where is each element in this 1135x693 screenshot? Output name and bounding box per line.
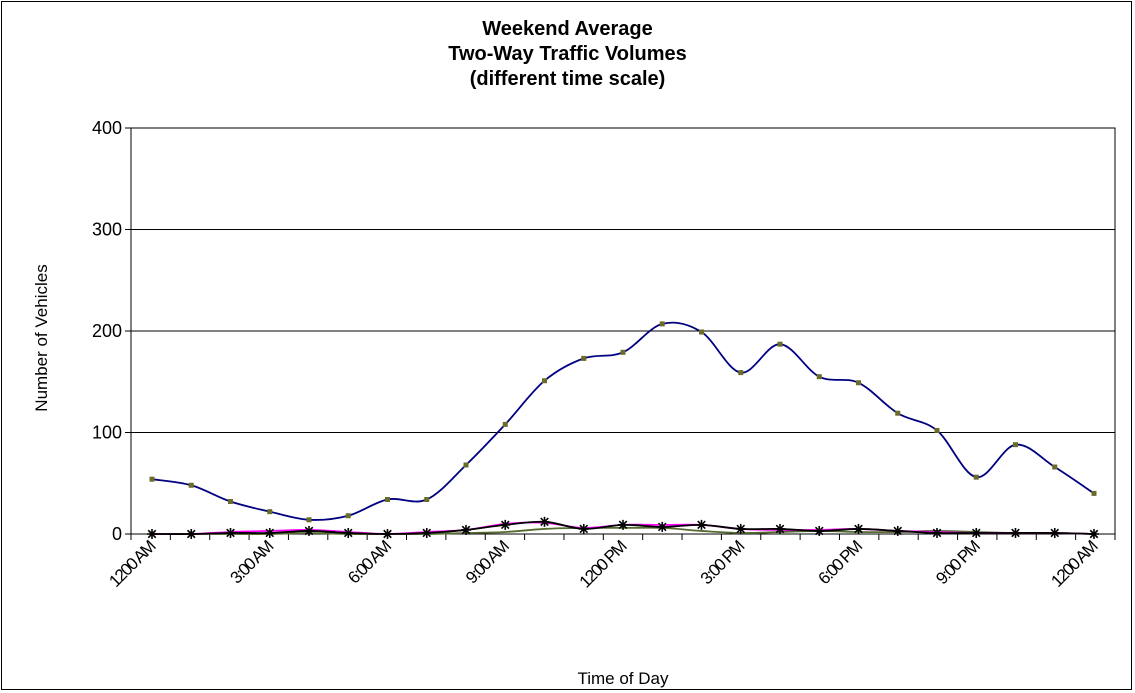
data-point — [502, 421, 508, 427]
data-point-star — [225, 527, 236, 538]
data-point — [973, 474, 979, 480]
data-point-star — [892, 525, 903, 536]
data-point — [895, 410, 901, 416]
data-point-star — [775, 523, 785, 534]
data-point-star — [500, 519, 511, 530]
data-point-star — [735, 523, 746, 534]
x-tick-label: 9:00 AM — [462, 537, 512, 587]
x-tick-label: 9:00 PM — [932, 537, 983, 588]
y-tick-label: 200 — [92, 321, 122, 341]
data-point — [659, 321, 665, 327]
x-tick-label: 3:00 AM — [226, 537, 276, 587]
data-point-star — [814, 525, 825, 536]
data-point-star — [1049, 527, 1060, 538]
x-axis-title: Time of Day — [577, 669, 669, 688]
data-point — [188, 482, 194, 488]
y-axis-title: Number of Vehicles — [32, 264, 51, 411]
data-point — [1013, 442, 1018, 448]
x-tick-label: 1200 AM — [1047, 537, 1101, 591]
data-point — [228, 499, 233, 505]
x-tick-label: 1200 AM — [105, 537, 159, 591]
data-point-star — [696, 519, 707, 530]
x-tick-label: 3:00 PM — [697, 537, 748, 588]
data-point — [738, 370, 744, 376]
data-point-star — [1089, 529, 1099, 539]
data-point — [620, 349, 626, 355]
data-point-star — [186, 529, 197, 539]
y-tick-label: 400 — [92, 118, 122, 138]
x-tick-label: 6:00 PM — [815, 537, 866, 588]
data-point — [1052, 464, 1058, 470]
data-point-star — [657, 521, 668, 532]
data-point-star — [971, 527, 982, 538]
y-tick-label: 0 — [112, 524, 122, 544]
data-point-star — [264, 527, 275, 538]
data-point — [934, 427, 940, 433]
data-point — [542, 378, 547, 384]
data-point-star — [147, 529, 157, 539]
data-point-star — [578, 523, 589, 534]
data-point-star — [853, 523, 864, 534]
data-point — [581, 355, 587, 361]
chart-title-line-1: Weekend Average — [482, 18, 653, 40]
data-point — [699, 329, 704, 335]
data-point-star — [1010, 527, 1021, 538]
data-point — [777, 341, 783, 347]
data-point-star — [304, 525, 314, 536]
data-point-star — [461, 524, 471, 535]
data-point-star — [932, 527, 942, 538]
y-tick-label: 100 — [92, 423, 122, 443]
x-tick-label: 6:00 AM — [344, 537, 394, 587]
data-point — [345, 513, 351, 519]
data-point — [463, 462, 469, 468]
data-point — [856, 380, 861, 386]
data-point — [267, 509, 273, 515]
chart-title-line-3: (different time scale) — [469, 68, 666, 90]
data-point — [1091, 490, 1097, 496]
data-point — [385, 496, 390, 502]
data-point — [149, 476, 155, 482]
chart-title: Weekend Average Two-Way Traffic Volumes … — [0, 17, 1135, 92]
data-point-star — [343, 527, 354, 538]
y-tick-label: 300 — [92, 220, 122, 240]
data-point-star — [382, 529, 393, 539]
data-point — [816, 374, 822, 380]
data-point-star — [618, 519, 628, 530]
chart-title-line-2: Two-Way Traffic Volumes — [448, 43, 687, 65]
data-point-star — [539, 516, 550, 527]
data-point — [424, 496, 430, 502]
x-tick-label: 1200 PM — [576, 537, 630, 591]
data-point-star — [421, 527, 432, 538]
data-point — [306, 517, 312, 523]
